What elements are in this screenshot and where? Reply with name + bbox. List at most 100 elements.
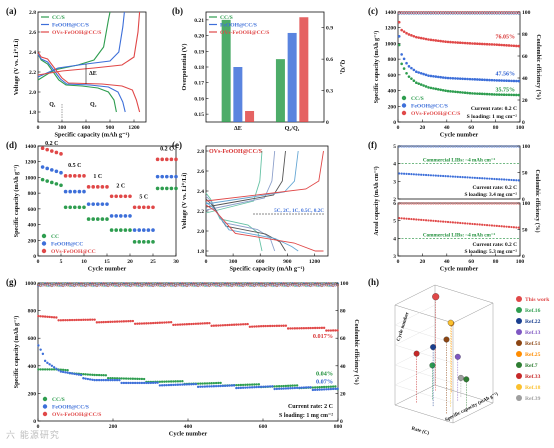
panel-f-ce-point [478, 145, 481, 148]
panel-g-capacity-point [115, 378, 119, 382]
panel-d-capacity-point [137, 240, 141, 244]
panel-d-capacity-point [169, 157, 174, 162]
panel-g-capacity-point [169, 383, 173, 387]
panel-g-capacity-point [138, 322, 141, 325]
panel-h-data-point [430, 344, 437, 351]
panel-d-capacity-point [91, 185, 95, 189]
panel-f-ce-point [476, 145, 479, 148]
panel-f-note-loading: S loading: 3.4 mg cm⁻² [464, 192, 517, 198]
panel-g-ce-point [266, 282, 270, 286]
panel-g-capacity-point [221, 324, 225, 327]
panel-g-capacity-point [97, 373, 101, 377]
panel-f-capacity-point [434, 219, 437, 223]
panel-h-grid [394, 384, 454, 404]
panel-g-ce-point [165, 282, 168, 286]
panel-g-capacity-point [95, 321, 99, 324]
panel-g-capacity-point [46, 368, 49, 371]
panel-d-capacity-point [63, 205, 68, 210]
panel-d-rate-label: 2 C [116, 184, 125, 190]
panel-c-capacity-point [488, 43, 491, 46]
panel-c-capacity-point [517, 79, 521, 83]
panel-g-capacity-point [190, 383, 193, 386]
panel-g-capacity-point [174, 383, 177, 387]
panel-g-capacity-point [257, 383, 261, 386]
panel-g-capacity-point [100, 373, 103, 377]
panel-f-xtick-label: 100 [516, 259, 525, 265]
panel-g-capacity-point [273, 387, 276, 391]
panel-c-retention-label: 47.56% [496, 72, 516, 78]
panel-g-capacity-point [210, 324, 213, 328]
panel-g-ce-point [131, 282, 135, 286]
panel-c-capacity-point [417, 71, 421, 74]
panel-h-legend-marker [516, 307, 522, 313]
panel-g-capacity-point [304, 386, 308, 389]
panel-g-capacity-point [214, 384, 218, 388]
panel-g-capacity-point [86, 318, 90, 321]
panel-d-capacity-point [151, 228, 155, 232]
panel-a-legend-label: CC/S [52, 15, 65, 21]
panel-g-capacity-point [219, 324, 222, 327]
panel-d-legend-marker [41, 248, 47, 254]
panel-e-ytick-label: 2.6 [197, 169, 204, 175]
panel-c-capacity-point [471, 77, 474, 81]
panel-f-capacity-point [459, 221, 462, 225]
panel-d-ytick-label: 200 [28, 238, 37, 244]
panel-g-capacity-point [241, 323, 245, 326]
panel-f-capacity-point [500, 225, 503, 228]
panel-f-ce-point [398, 202, 401, 205]
panel-f-ytick-label: 2 [393, 197, 396, 203]
panel-e-xtick-label: 0 [205, 259, 208, 265]
panel-g-capacity-point [88, 318, 92, 321]
panel-h-legend-label: Ref.16 [525, 308, 541, 314]
panel-f-capacity-point [461, 222, 464, 225]
panel-f-ce-point [419, 145, 423, 148]
panel-a-ytick-label: 1.8 [29, 110, 36, 116]
panel-c-y2tick-label: 60 [522, 54, 528, 60]
panel-f-ce-point [446, 145, 450, 148]
panel-f-xlabel: Cycle number [440, 266, 479, 273]
panel-d-capacity-point [105, 185, 109, 189]
panel-g-capacity-point [266, 324, 270, 328]
panel-d-capacity-point [86, 185, 91, 189]
panel-f-capacity-point [476, 176, 479, 180]
panel-a-ylabel: Voltage (V vs. Li⁺/Li) [13, 39, 20, 96]
panel-d-capacity-point [128, 194, 132, 199]
panel-f-capacity-point [515, 179, 518, 182]
panel-f-capacity-point [456, 221, 459, 224]
panel-g-ce-point [181, 282, 184, 285]
panel-c-capacity-point [478, 78, 482, 81]
panel-g-frame [37, 282, 339, 422]
panel-d-ytick-label: 1000 [25, 175, 36, 181]
panel-g-ce-point [48, 283, 51, 286]
panel-f-ce-point [407, 145, 411, 148]
panel-g-ce-point [163, 284, 166, 288]
panel-g-capacity-point [268, 324, 272, 328]
panel-g-capacity-point [37, 314, 40, 318]
panel-h-grid [394, 344, 454, 364]
panel-f-ce-point [466, 145, 469, 148]
panel-g-ce-point [120, 282, 123, 286]
panel-d-capacity-point [155, 186, 160, 191]
panel-h-legend-marker [516, 384, 522, 390]
panel-d-legend-label: OVs-FeOOH@CC [51, 249, 96, 255]
panel-d-capacity-point [155, 174, 160, 179]
panel-g-ce-point [183, 283, 186, 286]
panel-f-ce-point [480, 145, 484, 148]
panel-f-ce-point [441, 202, 445, 205]
panel-g-capacity-point [212, 385, 216, 388]
panel-f-capacity-point [517, 226, 520, 229]
panel-g-capacity-point [223, 323, 227, 327]
panel-g-capacity-point [174, 323, 177, 326]
panel-f-capacity-point [403, 217, 406, 220]
panel-e-charge-curve [205, 150, 263, 214]
panel-f-capacity-point [446, 220, 450, 224]
panel-g-capacity-point [142, 381, 146, 385]
panel-g-capacity-point [113, 320, 117, 323]
panel-g-capacity-point [221, 384, 225, 388]
panel-g-capacity-point [284, 387, 288, 390]
panel-d-capacity-point [63, 174, 68, 178]
panel-g-capacity-point [160, 384, 164, 387]
panel-d-capacity-point [142, 228, 146, 232]
panel-d-capacity-point [123, 228, 128, 232]
panel-g-capacity-point [68, 371, 72, 375]
